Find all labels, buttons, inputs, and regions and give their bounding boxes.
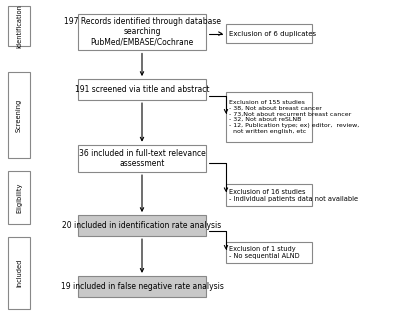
- FancyBboxPatch shape: [226, 92, 312, 141]
- Text: Eligibility: Eligibility: [16, 182, 22, 213]
- FancyBboxPatch shape: [78, 145, 206, 172]
- FancyBboxPatch shape: [226, 184, 312, 206]
- Text: 191 screened via title and abstract: 191 screened via title and abstract: [75, 85, 209, 94]
- FancyBboxPatch shape: [78, 79, 206, 100]
- FancyBboxPatch shape: [226, 24, 312, 43]
- FancyBboxPatch shape: [8, 6, 30, 46]
- FancyBboxPatch shape: [78, 215, 206, 236]
- Text: 36 included in full-text relevance
assessment: 36 included in full-text relevance asses…: [79, 149, 205, 168]
- Text: Exclusion of 1 study
- No sequential ALND: Exclusion of 1 study - No sequential ALN…: [229, 246, 300, 259]
- FancyBboxPatch shape: [8, 171, 30, 224]
- Text: Identification: Identification: [16, 4, 22, 48]
- Text: 20 included in identification rate analysis: 20 included in identification rate analy…: [62, 221, 222, 230]
- Text: 197 Records identified through database
searching
PubMed/EMBASE/Cochrane: 197 Records identified through database …: [64, 17, 220, 47]
- Text: 19 included in false negative rate analysis: 19 included in false negative rate analy…: [60, 282, 224, 291]
- Text: Exclusion of 16 studies
- Individual patients data not available: Exclusion of 16 studies - Individual pat…: [229, 189, 358, 202]
- Text: Exclusion of 155 studies
- 38, Not about breast cancer
- 73,Not about recurrent : Exclusion of 155 studies - 38, Not about…: [229, 100, 360, 134]
- FancyBboxPatch shape: [78, 276, 206, 297]
- Text: Screening: Screening: [16, 99, 22, 132]
- FancyBboxPatch shape: [8, 237, 30, 309]
- Text: Included: Included: [16, 259, 22, 287]
- FancyBboxPatch shape: [8, 72, 30, 158]
- Text: Exclusion of 6 duplicates: Exclusion of 6 duplicates: [229, 31, 316, 36]
- FancyBboxPatch shape: [226, 243, 312, 263]
- FancyBboxPatch shape: [78, 13, 206, 50]
